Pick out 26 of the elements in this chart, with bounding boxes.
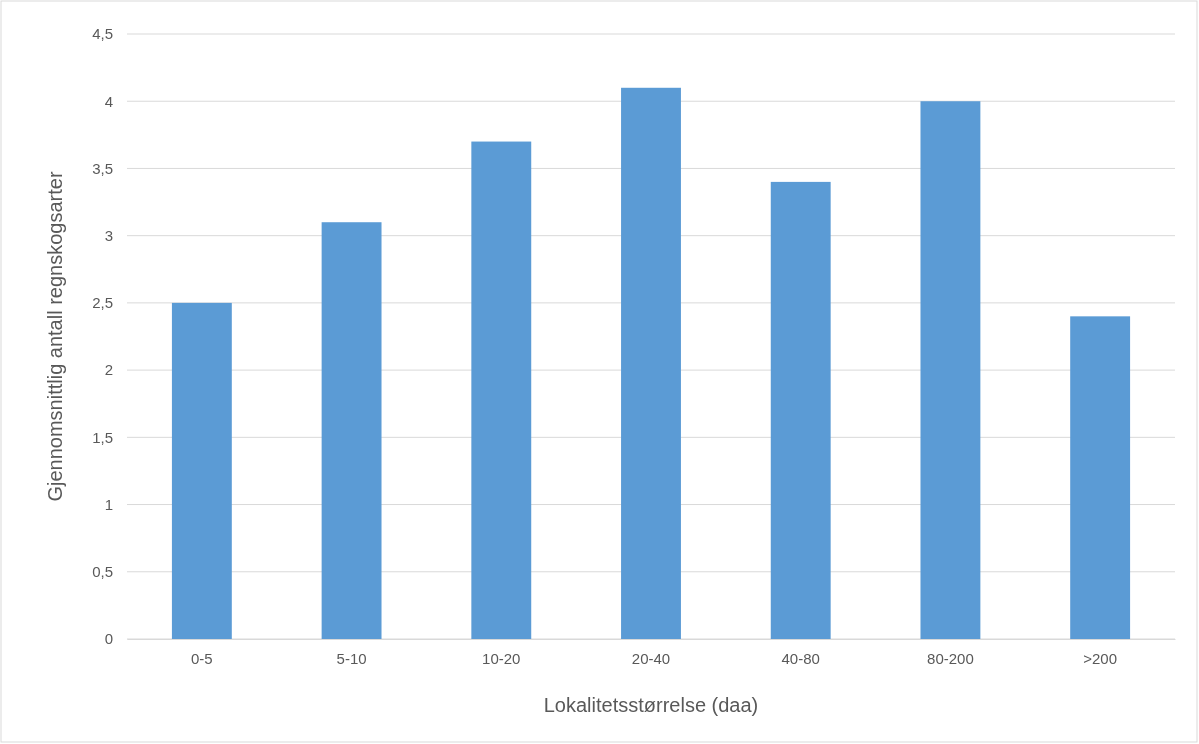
bar [621,87,681,639]
bar [770,181,831,639]
y-tick-label: 0,5 [92,563,113,581]
y-tick-label: 1 [104,495,113,513]
y-tick-label: 2 [104,361,113,379]
y-tick-label: 1,5 [92,428,113,446]
x-tick-label: 10-20 [482,649,521,667]
x-tick-label: 0-5 [191,649,213,667]
x-axis-title: Lokalitetsstørrelse (daa) [543,694,759,716]
x-tick-label: >200 [1083,649,1118,667]
x-tick-label: 40-80 [781,649,820,667]
bar [920,101,981,639]
x-tick-label: 80-200 [927,649,974,667]
x-tick-label: 5-10 [336,649,367,667]
x-tick-label: 20-40 [631,649,671,667]
y-tick-label: 2,5 [92,294,113,312]
bar [1070,316,1131,639]
y-tick-label: 0 [104,630,113,648]
bar [321,222,382,639]
y-tick-label: 3 [104,226,113,244]
bar [471,141,532,639]
y-axis-title: Gjennomsnittlig antall regnskogsarter [44,171,66,502]
bar [171,302,232,639]
y-tick-label: 4 [104,92,113,110]
y-tick-label: 3,5 [92,159,113,177]
y-tick-label: 4,5 [92,25,113,43]
